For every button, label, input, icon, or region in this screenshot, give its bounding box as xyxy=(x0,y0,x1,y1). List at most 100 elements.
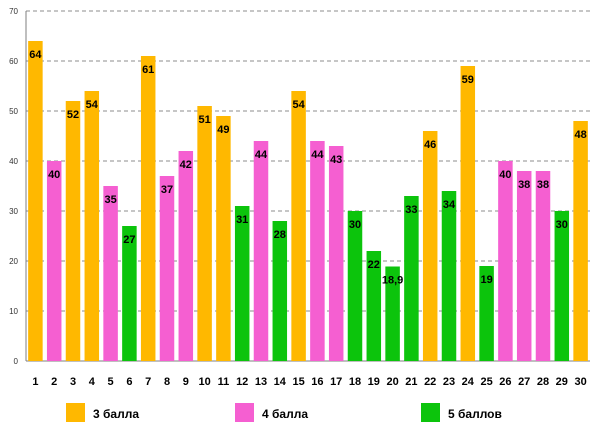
bar-29 xyxy=(554,211,570,361)
bar-5 xyxy=(103,186,118,361)
x-tick-label: 2 xyxy=(51,376,57,388)
y-tick-label: 30 xyxy=(9,207,18,216)
y-tick-label: 50 xyxy=(9,107,18,116)
data-label: 48 xyxy=(574,129,586,141)
x-tick-label: 3 xyxy=(70,376,76,388)
data-label: 35 xyxy=(104,194,116,206)
data-label: 28 xyxy=(274,229,286,241)
x-tick-label: 17 xyxy=(330,376,342,388)
data-label: 61 xyxy=(142,64,154,76)
bar-15 xyxy=(291,91,306,361)
bar-11 xyxy=(216,116,231,361)
legend-label: 4 балла xyxy=(262,407,308,421)
bar-10 xyxy=(197,106,212,361)
bar-9 xyxy=(178,151,194,361)
bar-26 xyxy=(498,161,513,361)
x-tick-label: 21 xyxy=(405,376,417,388)
bar-25 xyxy=(479,266,494,361)
y-tick-label: 60 xyxy=(9,57,18,66)
data-label: 30 xyxy=(349,219,361,231)
x-tick-label: 16 xyxy=(311,376,323,388)
x-tick-label: 30 xyxy=(574,376,586,388)
bar-6 xyxy=(122,226,137,361)
data-label: 64 xyxy=(29,49,42,61)
legend-swatch xyxy=(235,403,254,422)
x-tick-label: 25 xyxy=(480,376,492,388)
data-label: 38 xyxy=(518,179,530,191)
x-tick-label: 19 xyxy=(368,376,380,388)
x-tick-label: 27 xyxy=(518,376,530,388)
bar-8 xyxy=(159,176,175,361)
bar-2 xyxy=(46,161,62,361)
data-label: 59 xyxy=(462,74,474,86)
data-label: 27 xyxy=(123,234,135,246)
y-tick-label: 10 xyxy=(9,307,18,316)
bar-7 xyxy=(140,56,156,361)
legend: 3 балла 4 балла 5 баллов xyxy=(66,403,502,422)
x-tick-label: 11 xyxy=(218,376,230,388)
data-label: 54 xyxy=(86,99,99,111)
data-label: 33 xyxy=(405,204,417,216)
bar-14 xyxy=(272,221,288,361)
x-tick-label: 13 xyxy=(255,376,267,388)
x-tick-label: 18 xyxy=(349,376,361,388)
data-label: 46 xyxy=(424,139,436,151)
data-label: 22 xyxy=(368,259,380,271)
x-tick-label: 15 xyxy=(292,376,304,388)
bar-24 xyxy=(460,66,476,361)
bar-30 xyxy=(573,121,588,361)
data-label: 40 xyxy=(499,169,511,181)
data-label: 44 xyxy=(255,149,268,161)
data-labels-layer: 64 40 52 54 35 27 61 37 42 51 49 31 44 28 54 44 43 30 2218… xyxy=(29,49,586,287)
legend-item: 4 балла xyxy=(235,403,308,422)
y-tick-label: 70 xyxy=(9,7,18,16)
x-tick-label: 14 xyxy=(274,376,287,388)
x-tick-label: 1 xyxy=(32,376,38,388)
x-axis-ticks: 1 2 3 4 5 6 7 8 9 10 11 12 13 14 15 16 17 18 19 20 21 22 23 24 2… xyxy=(32,376,586,388)
x-tick-label: 22 xyxy=(424,376,436,388)
x-tick-label: 4 xyxy=(89,376,96,388)
data-label: 44 xyxy=(311,149,324,161)
bar-21 xyxy=(404,196,419,361)
bar-4 xyxy=(84,91,100,361)
bar-1 xyxy=(28,41,43,361)
bar-19 xyxy=(366,251,382,361)
x-tick-label: 12 xyxy=(236,376,248,388)
x-tick-label: 23 xyxy=(443,376,455,388)
data-label: 37 xyxy=(161,184,173,196)
data-label: 51 xyxy=(198,114,210,126)
bar-13 xyxy=(253,141,269,361)
bar-12 xyxy=(234,206,250,361)
y-tick-label: 0 xyxy=(14,357,19,366)
data-label: 52 xyxy=(67,109,79,121)
data-label: 19 xyxy=(480,274,492,286)
legend-label: 5 баллов xyxy=(448,407,502,421)
data-label: 49 xyxy=(217,124,229,136)
legend-item: 3 балла xyxy=(66,403,139,422)
bar-17 xyxy=(328,146,344,361)
bar-28 xyxy=(535,171,551,361)
x-tick-label: 7 xyxy=(145,376,151,388)
x-tick-label: 28 xyxy=(537,376,549,388)
grid-layer xyxy=(25,10,590,362)
x-tick-label: 6 xyxy=(126,376,132,388)
data-label: 30 xyxy=(556,219,568,231)
data-label: 34 xyxy=(443,199,456,211)
bar-27 xyxy=(516,171,532,361)
bar-22 xyxy=(422,131,438,361)
bar-18 xyxy=(347,211,363,361)
y-tick-label: 20 xyxy=(9,257,18,266)
x-tick-label: 24 xyxy=(462,376,475,388)
x-tick-label: 5 xyxy=(108,376,114,388)
bar-20 xyxy=(385,266,400,361)
data-label: 38 xyxy=(537,179,549,191)
bar-3 xyxy=(65,101,81,361)
x-tick-label: 29 xyxy=(556,376,568,388)
data-label: 40 xyxy=(48,169,60,181)
data-label: 31 xyxy=(236,214,248,226)
bar-16 xyxy=(310,141,325,361)
data-label: 42 xyxy=(180,159,192,171)
data-label: 43 xyxy=(330,154,342,166)
